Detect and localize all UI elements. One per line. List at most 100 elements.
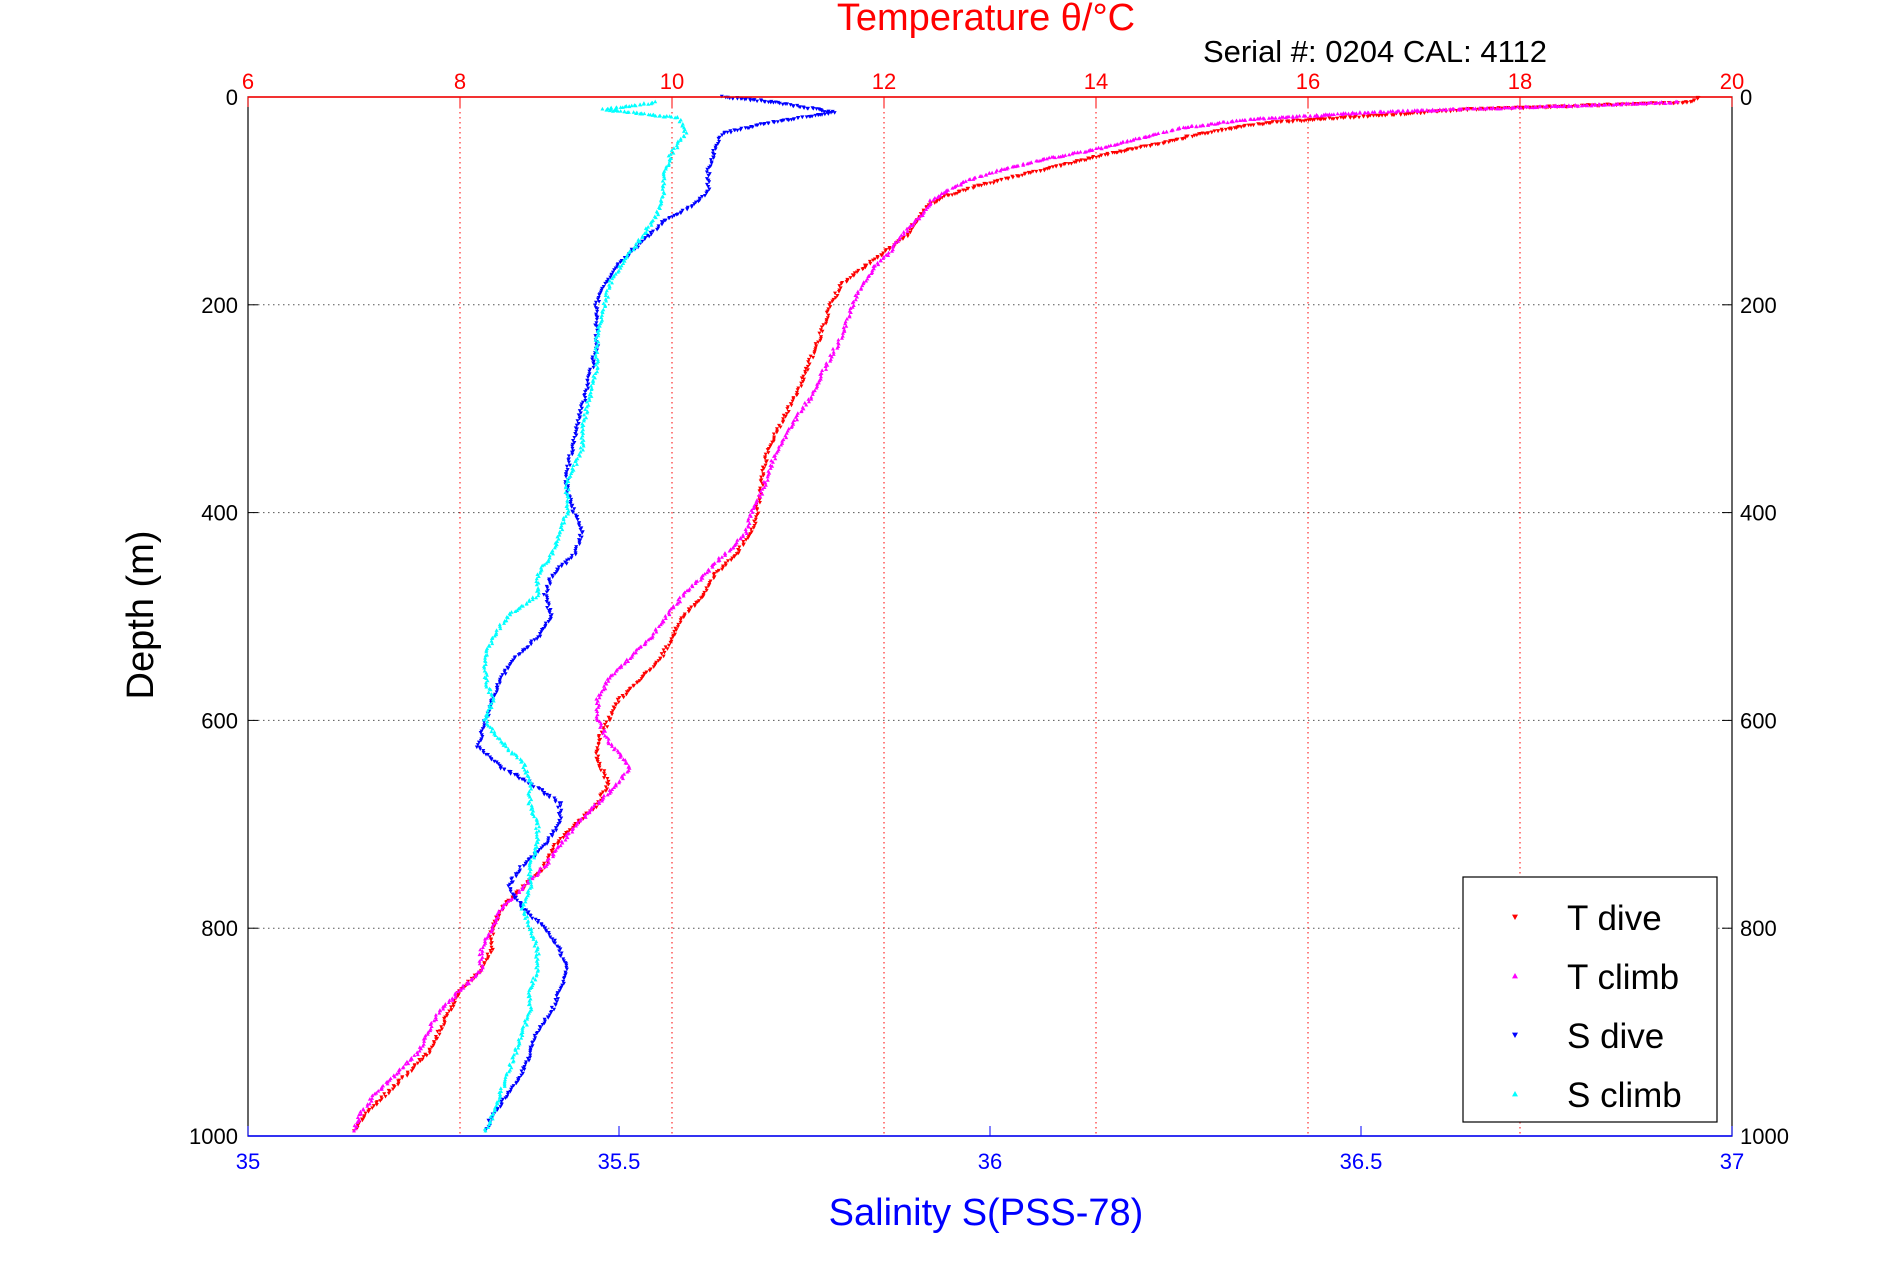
data-point <box>489 705 494 710</box>
data-point <box>1405 108 1410 113</box>
data-point <box>754 499 759 504</box>
data-point <box>1082 150 1087 154</box>
data-point <box>625 769 630 774</box>
data-point <box>595 309 600 314</box>
data-point <box>567 463 572 468</box>
data-point <box>809 396 814 401</box>
data-point <box>689 205 694 209</box>
data-point <box>815 382 820 386</box>
data-point <box>532 638 537 642</box>
data-point <box>826 313 831 318</box>
data-point <box>776 100 781 105</box>
data-point <box>1026 171 1031 175</box>
data-point <box>504 744 509 749</box>
data-point <box>907 225 912 229</box>
data-point <box>477 961 482 966</box>
data-point <box>535 945 540 950</box>
data-point <box>799 409 804 414</box>
data-point <box>737 549 742 553</box>
data-point <box>370 1093 375 1098</box>
data-point <box>627 687 632 691</box>
data-point <box>784 435 789 440</box>
data-point <box>568 499 573 504</box>
data-point <box>881 251 886 256</box>
data-point <box>785 117 790 122</box>
data-point <box>748 98 753 103</box>
data-point <box>1494 106 1499 111</box>
data-point <box>487 703 492 708</box>
data-point <box>669 114 674 119</box>
data-point <box>868 261 873 266</box>
data-point <box>807 362 812 367</box>
data-point <box>524 1022 529 1027</box>
data-point <box>352 1123 357 1128</box>
data-point <box>534 832 539 837</box>
data-point <box>526 923 531 928</box>
data-point <box>596 333 601 338</box>
data-point <box>799 381 804 386</box>
data-point <box>421 1055 426 1059</box>
data-point <box>825 316 830 320</box>
data-point <box>890 244 895 249</box>
data-point <box>1646 101 1651 105</box>
y-tick-label-right: 0 <box>1740 85 1752 110</box>
data-point <box>528 869 533 874</box>
data-point <box>475 743 480 747</box>
data-point <box>560 983 565 988</box>
data-point <box>607 675 612 680</box>
data-point <box>579 535 584 540</box>
data-point <box>813 342 818 346</box>
data-point <box>497 1095 502 1100</box>
data-point <box>545 858 550 862</box>
data-point <box>535 637 540 641</box>
data-point <box>698 578 703 582</box>
data-point <box>514 890 519 895</box>
data-point <box>1381 110 1386 114</box>
data-point <box>580 447 585 452</box>
data-point <box>967 177 972 182</box>
data-point <box>735 538 740 542</box>
data-point <box>534 595 539 600</box>
data-point <box>1351 116 1356 120</box>
data-point <box>498 626 503 631</box>
data-point <box>549 849 554 853</box>
data-point <box>484 680 489 685</box>
data-point <box>595 360 600 365</box>
data-point <box>794 393 799 398</box>
data-point <box>528 858 533 863</box>
data-point <box>564 464 569 469</box>
data-point <box>536 581 541 585</box>
data-point <box>576 413 581 417</box>
data-point <box>546 836 551 841</box>
data-point <box>665 647 670 651</box>
data-point <box>1365 115 1370 119</box>
data-point <box>707 581 712 585</box>
data-point <box>863 265 868 270</box>
data-point <box>548 615 553 619</box>
data-point <box>529 786 534 791</box>
data-point <box>808 354 813 359</box>
data-point <box>779 119 784 123</box>
data-point <box>506 1090 511 1095</box>
data-point <box>667 159 672 163</box>
data-point <box>551 854 556 859</box>
data-point <box>449 1008 454 1012</box>
data-point <box>855 291 860 295</box>
data-point <box>544 929 549 934</box>
data-point <box>517 890 522 894</box>
data-point <box>478 731 483 735</box>
data-point <box>525 1017 530 1021</box>
data-point <box>760 469 765 473</box>
data-point <box>542 864 547 869</box>
data-point <box>1106 144 1111 148</box>
data-point <box>831 350 836 354</box>
data-point <box>574 516 579 520</box>
data-point <box>426 1030 431 1034</box>
data-point <box>527 779 532 783</box>
data-point <box>661 172 666 177</box>
data-point <box>685 588 690 593</box>
data-point <box>744 538 749 542</box>
data-point <box>523 1020 528 1025</box>
data-point <box>795 116 800 120</box>
data-point <box>822 112 827 117</box>
